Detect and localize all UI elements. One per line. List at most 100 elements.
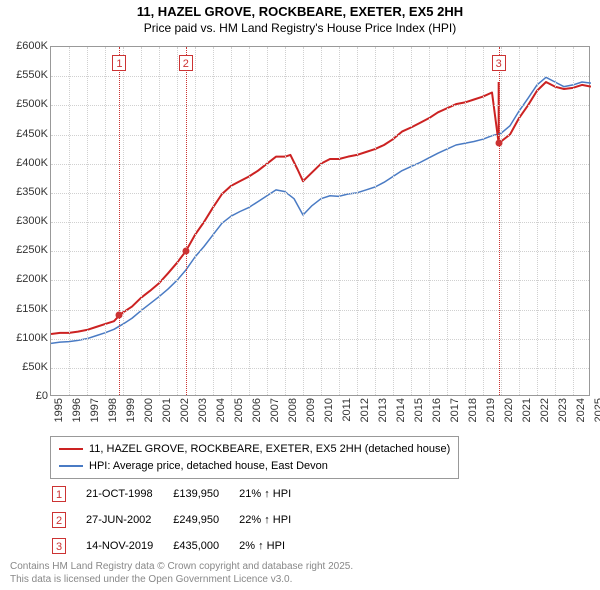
plot-area: 123: [50, 46, 590, 396]
gridline-v: [447, 47, 448, 395]
gridline-v: [429, 47, 430, 395]
x-tick-label: 2010: [323, 398, 335, 438]
x-tick-label: 2001: [161, 398, 173, 438]
x-tick-label: 2020: [503, 398, 515, 438]
footnote-line-1: Contains HM Land Registry data © Crown c…: [10, 560, 353, 573]
legend-swatch: [59, 465, 83, 467]
table-row: 227-JUN-2002£249,95022% ↑ HPI: [52, 508, 309, 532]
gridline-v: [393, 47, 394, 395]
x-axis-labels: 1995199619971998199920002001200220032004…: [50, 398, 590, 438]
y-tick-label: £600K: [0, 40, 48, 52]
x-tick-label: 2004: [215, 398, 227, 438]
gridline-v: [87, 47, 88, 395]
gridline-v: [141, 47, 142, 395]
x-tick-label: 2014: [395, 398, 407, 438]
event-point-marker: [116, 312, 123, 319]
event-price: £249,950: [173, 508, 237, 532]
gridline-v: [69, 47, 70, 395]
gridline-h: [51, 251, 589, 252]
gridline-v: [411, 47, 412, 395]
event-price: £139,950: [173, 482, 237, 506]
gridline-v: [267, 47, 268, 395]
gridline-h: [51, 193, 589, 194]
legend: 11, HAZEL GROVE, ROCKBEARE, EXETER, EX5 …: [50, 436, 459, 479]
y-tick-label: £50K: [0, 361, 48, 373]
y-tick-label: £250K: [0, 244, 48, 256]
x-tick-label: 2025: [593, 398, 600, 438]
x-tick-label: 2021: [521, 398, 533, 438]
gridline-h: [51, 105, 589, 106]
event-point-marker: [495, 140, 502, 147]
gridline-v: [303, 47, 304, 395]
y-tick-label: £0: [0, 390, 48, 402]
chart-container: 11, HAZEL GROVE, ROCKBEARE, EXETER, EX5 …: [0, 0, 600, 590]
gridline-v: [483, 47, 484, 395]
legend-label: HPI: Average price, detached house, East…: [89, 458, 328, 475]
gridline-v: [231, 47, 232, 395]
x-tick-label: 2012: [359, 398, 371, 438]
y-tick-label: £200K: [0, 273, 48, 285]
gridline-v: [321, 47, 322, 395]
x-tick-label: 1998: [107, 398, 119, 438]
x-tick-label: 1995: [53, 398, 65, 438]
legend-label: 11, HAZEL GROVE, ROCKBEARE, EXETER, EX5 …: [89, 441, 450, 458]
gridline-h: [51, 368, 589, 369]
gridline-v: [465, 47, 466, 395]
event-delta: 2% ↑ HPI: [239, 534, 309, 558]
event-number-badge: 3: [52, 538, 66, 554]
x-tick-label: 2015: [413, 398, 425, 438]
x-tick-label: 2003: [197, 398, 209, 438]
y-tick-label: £450K: [0, 128, 48, 140]
gridline-v: [357, 47, 358, 395]
event-marker-box: 3: [492, 55, 506, 71]
event-delta: 22% ↑ HPI: [239, 508, 309, 532]
events-table: 121-OCT-1998£139,95021% ↑ HPI227-JUN-200…: [50, 480, 311, 560]
legend-swatch: [59, 448, 83, 450]
gridline-h: [51, 339, 589, 340]
table-row: 121-OCT-1998£139,95021% ↑ HPI: [52, 482, 309, 506]
event-date: 14-NOV-2019: [86, 534, 171, 558]
x-tick-label: 2009: [305, 398, 317, 438]
x-tick-label: 2016: [431, 398, 443, 438]
legend-row: 11, HAZEL GROVE, ROCKBEARE, EXETER, EX5 …: [59, 441, 450, 458]
x-tick-label: 1997: [89, 398, 101, 438]
gridline-v: [285, 47, 286, 395]
gridline-v: [375, 47, 376, 395]
x-tick-label: 1996: [71, 398, 83, 438]
y-tick-label: £500K: [0, 98, 48, 110]
event-line: [499, 47, 500, 395]
event-line: [119, 47, 120, 395]
footnote: Contains HM Land Registry data © Crown c…: [10, 560, 353, 586]
x-tick-label: 2022: [539, 398, 551, 438]
gridline-h: [51, 164, 589, 165]
gridline-v: [195, 47, 196, 395]
gridline-v: [213, 47, 214, 395]
gridline-v: [249, 47, 250, 395]
y-tick-label: £150K: [0, 303, 48, 315]
gridline-v: [537, 47, 538, 395]
event-delta: 21% ↑ HPI: [239, 482, 309, 506]
gridline-v: [123, 47, 124, 395]
x-tick-label: 2000: [143, 398, 155, 438]
event-line: [186, 47, 187, 395]
gridline-h: [51, 135, 589, 136]
event-date: 21-OCT-1998: [86, 482, 171, 506]
x-tick-label: 2005: [233, 398, 245, 438]
gridline-h: [51, 76, 589, 77]
x-tick-label: 1999: [125, 398, 137, 438]
x-tick-label: 2019: [485, 398, 497, 438]
x-tick-label: 2023: [557, 398, 569, 438]
x-tick-label: 2018: [467, 398, 479, 438]
y-tick-label: £100K: [0, 332, 48, 344]
event-point-marker: [182, 248, 189, 255]
footnote-line-2: This data is licensed under the Open Gov…: [10, 573, 353, 586]
gridline-h: [51, 310, 589, 311]
gridline-v: [573, 47, 574, 395]
gridline-v: [177, 47, 178, 395]
x-tick-label: 2008: [287, 398, 299, 438]
gridline-v: [555, 47, 556, 395]
event-marker-box: 2: [179, 55, 193, 71]
gridline-v: [159, 47, 160, 395]
y-tick-label: £400K: [0, 157, 48, 169]
x-tick-label: 2024: [575, 398, 587, 438]
